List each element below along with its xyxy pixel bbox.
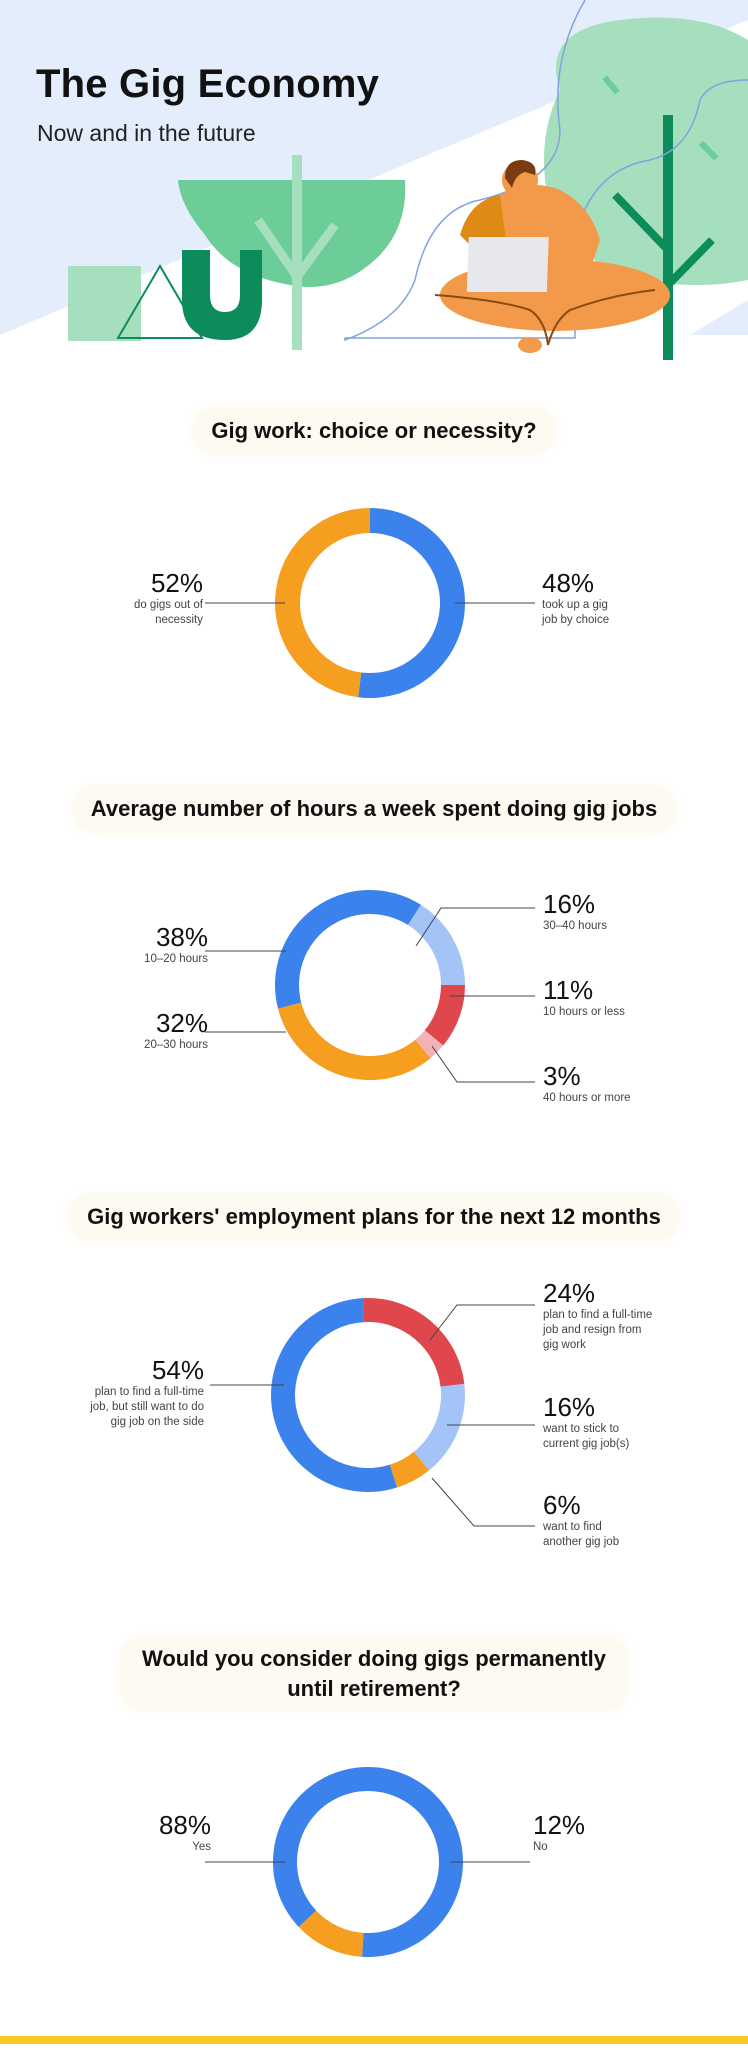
donut-retirement-graphic: [205, 1767, 530, 1957]
donut-chart-choice: 52% do gigs out of necessity 48% took up…: [0, 500, 748, 710]
section-title-pill: Average number of hours a week spent doi…: [72, 786, 676, 832]
footer-bar: [0, 2036, 748, 2044]
page-subtitle: Now and in the future: [37, 120, 256, 146]
donut-segment: [298, 1910, 364, 1957]
section-title-pill: Would you consider doing gigs permanentl…: [119, 1638, 629, 1710]
label-stick-current-gig: 16% want to stick to current gig job(s): [543, 1392, 630, 1450]
donut-chart-plans: 54% plan to find a full-time job, but st…: [0, 1270, 748, 1570]
section-title-retirement: Would you consider doing gigs permanentl…: [0, 1638, 748, 1710]
donut-segment: [358, 508, 465, 698]
label-yes: 88% Yes: [158, 1810, 211, 1853]
label-fulltime-side-gig: 54% plan to find a full-time job, but st…: [90, 1355, 204, 1428]
donut-choice-graphic: [205, 508, 535, 698]
donut-segment: [271, 1298, 398, 1492]
label-30-40-hours: 16% 30–40 hours: [543, 889, 607, 932]
donut-plans-graphic: [210, 1298, 535, 1527]
label-another-gig: 6% want to find another gig job: [543, 1490, 620, 1548]
label-fulltime-resign: 24% plan to find a full-time job and res…: [543, 1278, 653, 1351]
label-40-hours-or-more: 3% 40 hours or more: [543, 1061, 631, 1104]
donut-segment: [275, 889, 421, 1009]
label-no: 12% No: [533, 1810, 586, 1853]
donut-segment: [362, 1298, 465, 1387]
label-10-20-hours: 38% 10–20 hours: [144, 922, 208, 965]
hero-illustration: [0, 0, 748, 360]
section-title-pill: Gig work: choice or necessity?: [193, 408, 555, 454]
section-title-choice: Gig work: choice or necessity?: [0, 408, 748, 454]
donut-segment: [389, 1451, 430, 1488]
donut-segment: [274, 508, 370, 698]
donut-segment: [408, 904, 465, 985]
label-20-30-hours: 32% 20–30 hours: [144, 1008, 208, 1051]
donut-chart-retirement: 88% Yes 12% No: [0, 1765, 748, 1965]
section-title-hours: Average number of hours a week spent doi…: [0, 786, 748, 832]
donut-chart-hours: 38% 10–20 hours 32% 20–30 hours 16% 30–4…: [0, 880, 748, 1120]
section-title-pill: Gig workers' employment plans for the ne…: [69, 1194, 679, 1240]
label-choice: 48% took up a gig job by choice: [542, 568, 610, 626]
page-title: The Gig Economy: [36, 62, 380, 106]
donut-segment: [413, 1383, 465, 1471]
hero-banner: The Gig Economy Now and in the future: [0, 0, 748, 360]
label-10-hours-or-less: 11% 10 hours or less: [543, 975, 625, 1018]
donut-hours-graphic: [205, 889, 535, 1083]
label-necessity: 52% do gigs out of necessity: [133, 568, 203, 626]
donut-segment: [277, 1002, 431, 1080]
section-title-plans: Gig workers' employment plans for the ne…: [0, 1194, 748, 1240]
donut-segment: [424, 985, 466, 1046]
